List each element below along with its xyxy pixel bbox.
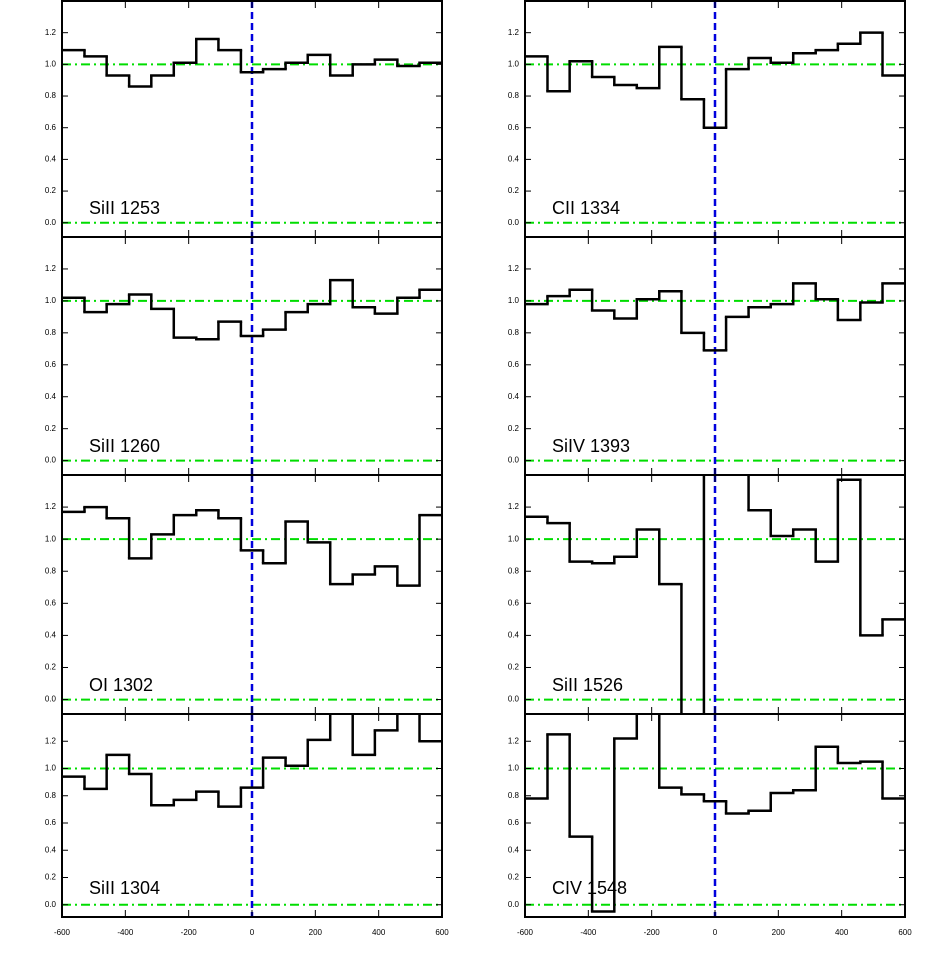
y-tick-label: 0.6 xyxy=(508,598,520,607)
y-tick-label: 0.6 xyxy=(45,598,57,607)
plot-area xyxy=(62,1,442,237)
y-tick-label: 0.2 xyxy=(45,424,57,433)
plot-area xyxy=(62,475,442,714)
y-tick-label: 1.2 xyxy=(508,28,520,37)
plot-area xyxy=(525,1,905,237)
x-tick-label: 200 xyxy=(772,928,786,937)
y-tick-label: 0.4 xyxy=(45,845,57,854)
y-tick-label: 1.0 xyxy=(508,59,520,68)
y-tick-label: 1.0 xyxy=(45,296,57,305)
plot-area xyxy=(525,475,905,714)
y-tick-label: 1.0 xyxy=(508,764,520,773)
panel-label: OI 1302 xyxy=(89,675,153,695)
y-tick-label: 1.0 xyxy=(45,59,57,68)
panel-label: SiII 1304 xyxy=(89,878,160,898)
panel: 0.0 0.2 0.4 0.6 0.8 1.0 1.2 CII 1334 xyxy=(508,0,906,238)
x-tick-label: 0 xyxy=(713,928,718,937)
y-tick-label: 0.0 xyxy=(508,218,520,227)
plot-area xyxy=(62,714,442,917)
y-tick-label: 0.6 xyxy=(508,123,520,132)
y-tick-label: 1.2 xyxy=(508,264,520,273)
x-tick-label: 400 xyxy=(835,928,849,937)
x-tick-label: -400 xyxy=(580,928,597,937)
plot-area xyxy=(62,237,442,475)
y-tick-label: 0.6 xyxy=(45,818,57,827)
panel: 0.0 0.2 0.4 0.6 0.8 1.0 1.2 SiII 1253 xyxy=(45,0,443,238)
y-tick-label: 1.0 xyxy=(508,296,520,305)
y-tick-label: 0.2 xyxy=(45,663,57,672)
y-tick-label: 0.0 xyxy=(45,456,57,465)
x-tick-label: -200 xyxy=(181,928,198,937)
y-tick-label: 0.4 xyxy=(45,392,57,401)
plot-area xyxy=(525,237,905,475)
panel-label: CII 1334 xyxy=(552,198,620,218)
plot-area xyxy=(525,714,905,917)
x-tick-label: 600 xyxy=(898,928,912,937)
y-tick-label: 0.6 xyxy=(508,818,520,827)
y-tick-label: 0.0 xyxy=(508,900,520,909)
y-tick-label: 0.8 xyxy=(45,328,57,337)
x-tick-label: -400 xyxy=(117,928,134,937)
y-tick-label: 0.4 xyxy=(508,154,520,163)
y-tick-label: 1.2 xyxy=(508,736,520,745)
x-tick-label: -600 xyxy=(517,928,534,937)
y-tick-label: 0.8 xyxy=(508,791,520,800)
y-tick-label: 0.4 xyxy=(45,154,57,163)
y-tick-label: 0.8 xyxy=(45,91,57,100)
panel-label: SiII 1526 xyxy=(552,675,623,695)
y-tick-label: 0.8 xyxy=(508,566,520,575)
x-tick-label: -600 xyxy=(54,928,71,937)
y-tick-label: 0.4 xyxy=(508,392,520,401)
y-tick-label: 0.8 xyxy=(508,328,520,337)
y-tick-label: 0.0 xyxy=(45,695,57,704)
y-tick-label: 0.0 xyxy=(45,900,57,909)
y-tick-label: 0.4 xyxy=(508,845,520,854)
panel-frame xyxy=(524,713,906,918)
y-tick-label: 1.2 xyxy=(45,502,57,511)
panel-label: CIV 1548 xyxy=(552,878,627,898)
y-tick-label: 0.2 xyxy=(508,186,520,195)
panel-label: SiIV 1393 xyxy=(552,436,630,456)
y-tick-label: 0.0 xyxy=(508,456,520,465)
y-tick-label: 1.0 xyxy=(45,534,57,543)
y-tick-label: 0.6 xyxy=(45,360,57,369)
panel-label: SiII 1260 xyxy=(89,436,160,456)
x-tick-label: -200 xyxy=(644,928,661,937)
x-tick-label: 0 xyxy=(250,928,255,937)
panel: 0.0 0.2 0.4 0.6 0.8 1.0 1.2 -600 -400 -200 0 200 400… xyxy=(508,713,912,937)
y-tick-label: 0.0 xyxy=(45,218,57,227)
x-tick-label: 200 xyxy=(309,928,323,937)
panel: 0.0 0.2 0.4 0.6 0.8 1.0 1.2 -600 -400 -200 0 200 400… xyxy=(45,713,449,937)
y-tick-label: 0.2 xyxy=(45,873,57,882)
y-tick-label: 0.8 xyxy=(45,791,57,800)
panel: 0.0 0.2 0.4 0.6 0.8 1.0 1.2 SiII 1526 xyxy=(508,474,906,715)
y-tick-label: 0.0 xyxy=(508,695,520,704)
y-tick-label: 0.6 xyxy=(45,123,57,132)
x-tick-label: 600 xyxy=(435,928,449,937)
panel: 0.0 0.2 0.4 0.6 0.8 1.0 1.2 SiIV 1393 xyxy=(508,236,906,476)
panel: 0.0 0.2 0.4 0.6 0.8 1.0 1.2 OI 1302 xyxy=(45,474,443,715)
y-tick-label: 0.2 xyxy=(508,424,520,433)
y-tick-label: 0.4 xyxy=(45,631,57,640)
panel: 0.0 0.2 0.4 0.6 0.8 1.0 1.2 SiII 1260 xyxy=(45,236,443,476)
panel-frame xyxy=(61,713,443,918)
y-tick-label: 1.2 xyxy=(508,502,520,511)
panel-label: SiII 1253 xyxy=(89,198,160,218)
y-tick-label: 0.8 xyxy=(45,566,57,575)
y-tick-label: 0.2 xyxy=(45,186,57,195)
y-tick-label: 1.0 xyxy=(45,764,57,773)
y-tick-label: 1.2 xyxy=(45,28,57,37)
y-tick-label: 0.2 xyxy=(508,663,520,672)
y-tick-label: 0.8 xyxy=(508,91,520,100)
x-tick-label: 400 xyxy=(372,928,386,937)
y-tick-label: 0.4 xyxy=(508,631,520,640)
y-tick-label: 0.2 xyxy=(508,873,520,882)
y-tick-label: 1.0 xyxy=(508,534,520,543)
y-tick-label: 1.2 xyxy=(45,736,57,745)
y-tick-label: 1.2 xyxy=(45,264,57,273)
y-tick-label: 0.6 xyxy=(508,360,520,369)
